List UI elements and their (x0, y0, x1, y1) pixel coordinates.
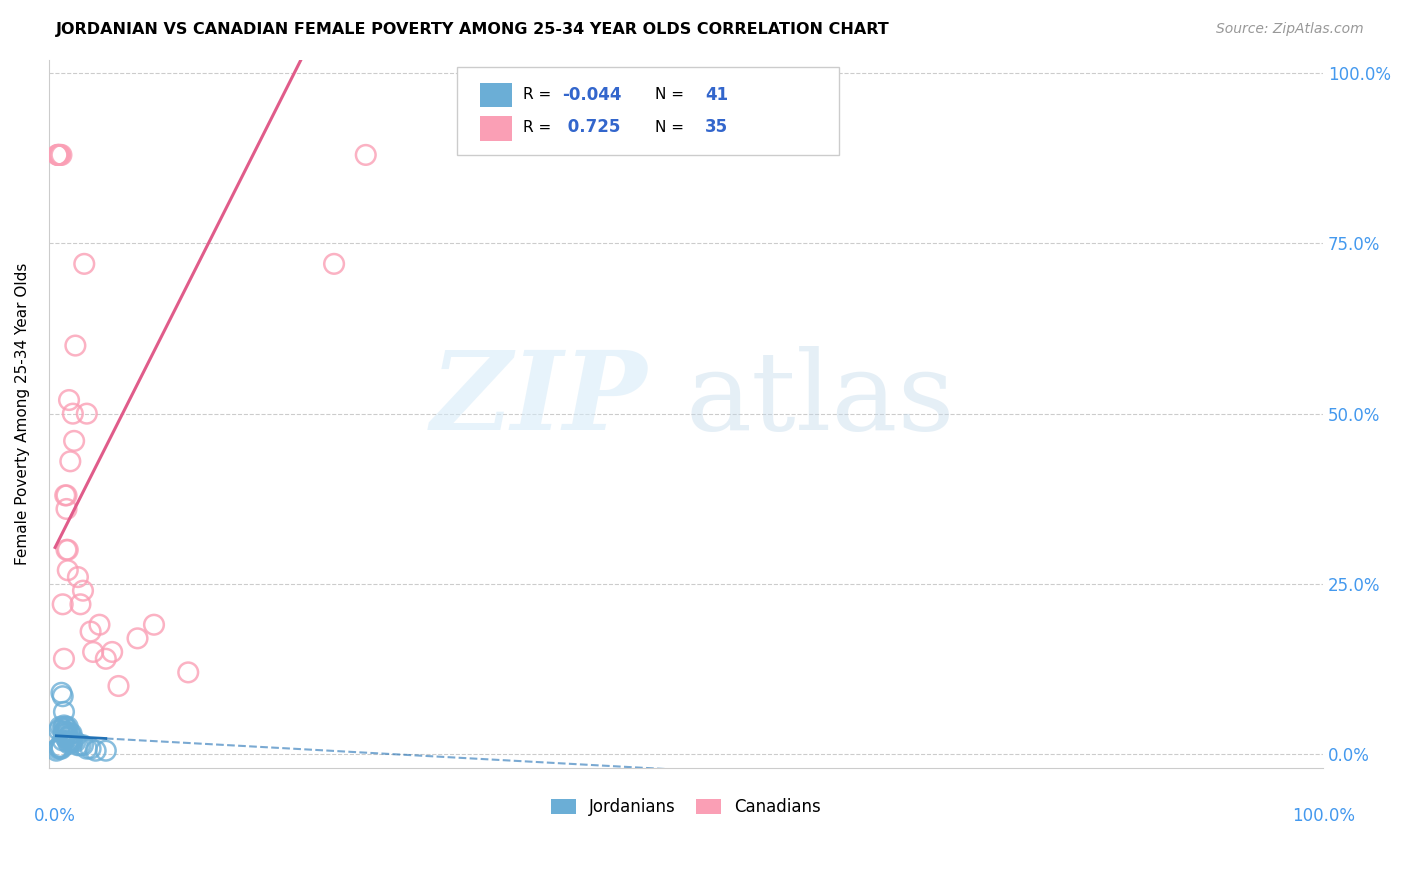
Legend: Jordanians, Canadians: Jordanians, Canadians (544, 792, 828, 823)
Point (46, 741, 69, 756)
Point (53, 730, 76, 744)
Text: N =: N = (655, 87, 689, 102)
Point (72, 738, 94, 752)
Point (51, 686, 73, 700)
Point (56, 563, 79, 577)
Point (52, 597, 75, 611)
Point (55, 726, 77, 740)
Point (59, 726, 82, 740)
Point (51, 741, 73, 756)
Point (49, 148, 72, 162)
Point (55, 502, 77, 516)
Point (53, 720, 76, 734)
Point (62, 735, 84, 749)
Point (59, 735, 82, 749)
Point (60, 730, 83, 744)
Y-axis label: Female Poverty Among 25-34 Year Olds: Female Poverty Among 25-34 Year Olds (15, 262, 30, 565)
Point (55, 488, 77, 502)
Text: N =: N = (655, 120, 689, 135)
Point (127, 632, 149, 646)
Point (94, 744, 117, 758)
Point (69, 597, 91, 611)
Text: JORDANIAN VS CANADIAN FEMALE POVERTY AMONG 25-34 YEAR OLDS CORRELATION CHART: JORDANIAN VS CANADIAN FEMALE POVERTY AMO… (56, 22, 890, 37)
Text: 35: 35 (704, 119, 728, 136)
Point (143, 617, 166, 632)
Point (323, 257, 346, 271)
Point (76, 741, 98, 756)
Text: atlas: atlas (686, 346, 956, 453)
Point (56, 735, 79, 749)
Point (46, 148, 69, 162)
Point (48, 723, 70, 738)
Point (52, 718, 75, 732)
Point (59, 454, 82, 468)
Point (55, 726, 77, 740)
Point (52, 652, 75, 666)
FancyBboxPatch shape (479, 116, 512, 141)
Point (354, 148, 377, 162)
Point (84, 744, 107, 758)
Point (48, 740, 70, 755)
Point (52, 705, 75, 719)
Point (94, 652, 117, 666)
Text: ZIP: ZIP (432, 346, 648, 453)
Point (58, 737, 80, 751)
Point (107, 679, 129, 693)
Point (62, 407, 84, 421)
Point (48, 148, 70, 162)
Point (63, 434, 86, 448)
Point (52, 721, 75, 735)
Point (89, 617, 111, 632)
FancyBboxPatch shape (457, 67, 839, 155)
Point (53, 488, 76, 502)
Point (52, 726, 75, 740)
Point (73, 257, 96, 271)
Point (60, 735, 83, 749)
Text: -0.044: -0.044 (562, 86, 621, 103)
Point (79, 741, 101, 756)
Point (79, 624, 101, 639)
Point (58, 392, 80, 407)
Point (51, 740, 73, 755)
Point (49, 720, 72, 734)
Point (58, 733, 80, 747)
Text: 100.0%: 100.0% (1292, 806, 1354, 824)
Text: 41: 41 (704, 86, 728, 103)
Point (72, 583, 94, 598)
Text: R =: R = (523, 87, 555, 102)
Text: Source: ZipAtlas.com: Source: ZipAtlas.com (1216, 22, 1364, 37)
Point (51, 148, 73, 162)
Point (66, 570, 89, 584)
Point (52, 733, 75, 747)
Point (49, 741, 72, 756)
Point (52, 690, 75, 704)
Point (101, 645, 124, 659)
Point (66, 738, 89, 752)
Point (55, 721, 77, 735)
Text: 0.725: 0.725 (562, 119, 620, 136)
Text: R =: R = (523, 120, 555, 135)
Text: 0.0%: 0.0% (34, 806, 76, 824)
Point (177, 665, 200, 680)
Point (65, 338, 87, 352)
Point (48, 148, 70, 162)
Point (46, 148, 69, 162)
Point (55, 542, 77, 557)
Point (56, 720, 79, 734)
Point (53, 724, 76, 739)
Point (69, 738, 91, 752)
Point (56, 730, 79, 744)
Point (60, 726, 83, 740)
Point (82, 645, 104, 659)
Point (65, 735, 87, 749)
Point (56, 542, 79, 557)
Point (52, 724, 75, 739)
Point (45, 744, 67, 758)
Point (76, 407, 98, 421)
FancyBboxPatch shape (479, 83, 512, 107)
